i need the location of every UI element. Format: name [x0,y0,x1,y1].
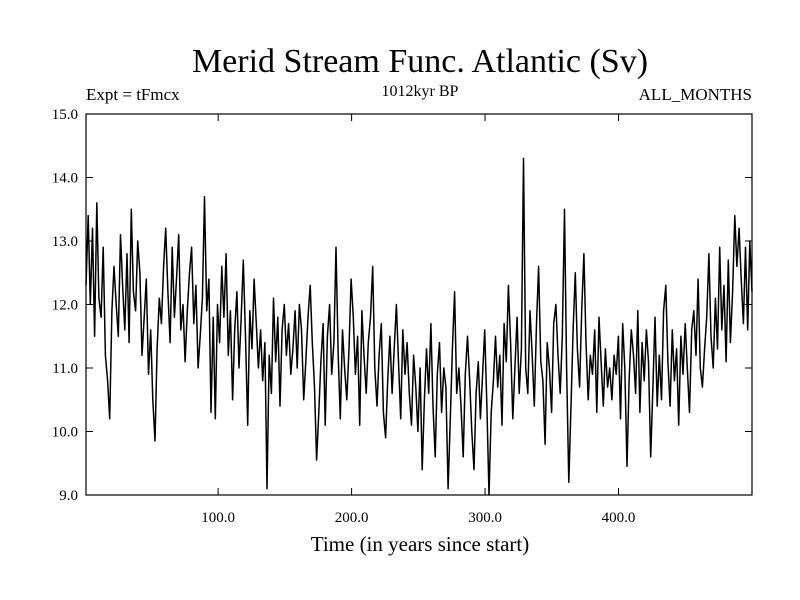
experiment-label: Expt = tFmcx [86,85,180,104]
plot-frame [85,113,753,496]
x-axis-label: Time (in years since start) [311,532,530,556]
months-label: ALL_MONTHS [639,85,752,104]
y-tick-label: 11.0 [52,361,78,377]
y-tick-label: 9.0 [59,488,78,504]
y-tick-label: 10.0 [52,425,78,441]
x-tick-label: 200.0 [335,510,369,526]
x-tick-label: 100.0 [201,510,235,526]
chart-title: Merid Stream Func. Atlantic (Sv) [192,43,648,80]
y-tick-label: 13.0 [52,234,78,250]
y-tick-label: 12.0 [52,298,78,314]
stream-function-series-line [85,157,753,496]
x-axis: 100.0 200.0 300.0 400.0 [201,114,635,526]
x-tick-label: 300.0 [468,510,502,526]
period-label: 1012kyr BP [382,83,459,100]
y-tick-label: 14.0 [52,171,78,187]
x-tick-label: 400.0 [602,510,636,526]
y-tick-label: 15.0 [52,107,78,123]
y-axis: 9.0 10.0 11.0 12.0 13.0 14.0 15.0 [52,107,752,504]
